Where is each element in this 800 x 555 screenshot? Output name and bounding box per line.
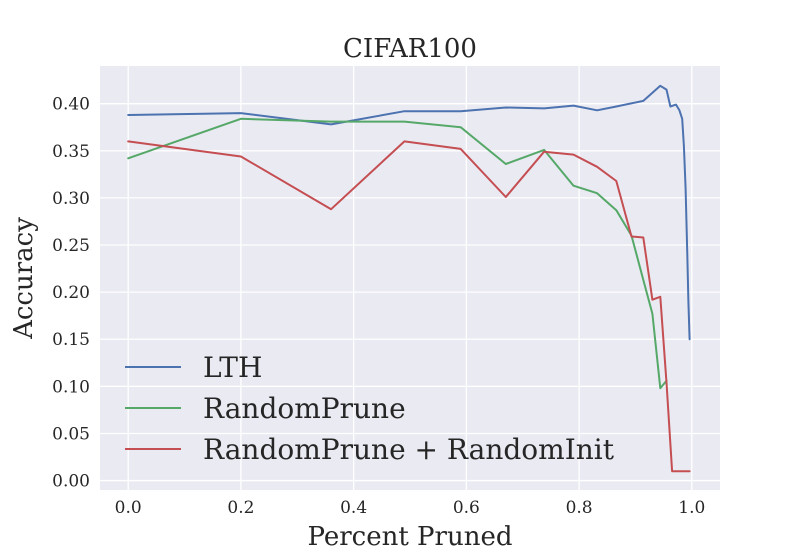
y-tick-label: 0.35 bbox=[52, 142, 90, 162]
y-tick-label: 0.00 bbox=[52, 472, 90, 492]
y-tick-label: 0.40 bbox=[52, 95, 90, 115]
y-tick-label: 0.15 bbox=[52, 330, 90, 350]
y-tick-labels: 0.00 0.05 0.10 0.15 0.20 0.25 0.30 0.35 0.40 bbox=[52, 95, 90, 492]
x-tick-label: 0.2 bbox=[227, 498, 254, 518]
x-axis-label: Percent Pruned bbox=[308, 522, 513, 550]
y-tick-label: 0.30 bbox=[52, 189, 90, 209]
y-tick-label: 0.05 bbox=[52, 424, 90, 444]
series-line-2 bbox=[127, 140, 691, 473]
series-line-0 bbox=[127, 84, 691, 341]
legend-label-1: RandomPrune bbox=[203, 392, 406, 425]
legend: LTH RandomPrune RandomPrune + RandomInit bbox=[125, 351, 615, 466]
y-axis-label: Accuracy bbox=[9, 217, 39, 340]
legend-label-0: LTH bbox=[203, 351, 262, 384]
x-tick-label: 0.0 bbox=[115, 498, 142, 518]
x-tick-label: 0.8 bbox=[566, 498, 593, 518]
x-tick-label: 0.6 bbox=[453, 498, 480, 518]
y-tick-label: 0.25 bbox=[52, 236, 90, 256]
chart-title: CIFAR100 bbox=[343, 34, 477, 64]
y-tick-label: 0.20 bbox=[52, 283, 90, 303]
x-tick-label: 0.4 bbox=[340, 498, 367, 518]
plot-area bbox=[100, 66, 720, 490]
x-tick-labels: 0.0 0.2 0.4 0.6 0.8 1.0 bbox=[115, 498, 706, 518]
series-lines bbox=[127, 84, 691, 473]
series-line-1 bbox=[127, 117, 668, 390]
x-tick-label: 1.0 bbox=[678, 498, 705, 518]
legend-label-2: RandomPrune + RandomInit bbox=[203, 433, 615, 466]
grid-lines bbox=[100, 66, 720, 490]
y-tick-label: 0.10 bbox=[52, 377, 90, 397]
